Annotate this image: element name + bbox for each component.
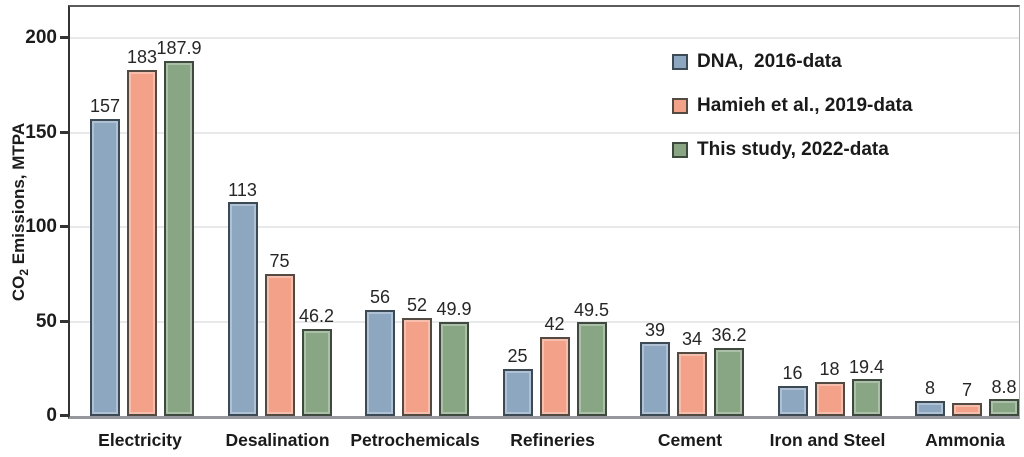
bar: 113 xyxy=(227,180,258,416)
legend-item: DNA, 2016-data xyxy=(672,50,912,74)
bar: 8.8 xyxy=(989,377,1019,416)
bar-value-label: 19.4 xyxy=(848,356,885,377)
gridline xyxy=(70,131,1019,134)
legend-swatch xyxy=(672,142,688,158)
bar-group: 25 42 49.5 xyxy=(502,300,609,416)
bar-value-label: 113 xyxy=(228,179,257,200)
bar: 49.9 xyxy=(436,299,472,416)
gridline xyxy=(70,320,1019,323)
category-labels: Electricity Desalination Petrochemicals Ref… xyxy=(88,430,1017,451)
category-label: Electricity xyxy=(88,430,192,451)
category-label-text: Desalination xyxy=(225,430,330,450)
category-label: Petrochemicals xyxy=(350,430,479,451)
legend-item: This study, 2022-data xyxy=(672,138,912,162)
bar: 187.9 xyxy=(156,38,202,416)
y-axis-tick xyxy=(60,130,68,134)
legend-label: Hamieh et al., 2019-data xyxy=(697,95,913,116)
bar-group: 16 18 19.4 xyxy=(777,357,884,416)
y-tick-label: 50 xyxy=(35,310,57,332)
bar-group: 56 52 49.9 xyxy=(365,288,472,416)
category-label: Refineries xyxy=(501,430,605,451)
gridline xyxy=(70,226,1019,228)
bar: 25 xyxy=(502,346,533,416)
bar-value-label: 75 xyxy=(269,251,290,272)
bar-group: 113 75 46.2 xyxy=(227,180,334,416)
y-axis-tick xyxy=(60,414,68,417)
legend-item: Hamieh et al., 2019-data xyxy=(672,94,912,118)
bar: 18 xyxy=(814,359,845,416)
y-axis-tick xyxy=(60,319,68,323)
category-label-text: Iron and Steel xyxy=(769,430,886,450)
bar-value-label: 56 xyxy=(369,287,391,308)
bar-value-label: 52 xyxy=(406,294,428,315)
category-label-text: Ammonia xyxy=(925,430,1005,450)
bar: 36.2 xyxy=(711,325,747,416)
bar-group: 157 183 187.9 xyxy=(90,38,202,416)
bar-value-label: 25 xyxy=(507,345,528,366)
y-axis-tick xyxy=(60,36,68,39)
bar-value-label: 16 xyxy=(782,362,803,383)
bar: 157 xyxy=(90,97,120,416)
bar: 49.5 xyxy=(574,300,609,416)
legend-label: DNA, 2016-data xyxy=(697,51,842,72)
bar-value-label: 34 xyxy=(681,328,703,349)
bar-groups: 157 183 187.9 113 75 46.2 56 52 49.9 25 42 49.5 39 34… xyxy=(70,7,1019,416)
gridlines xyxy=(70,7,1019,416)
category-label: Ammonia xyxy=(913,430,1017,451)
bar: 8 xyxy=(915,378,945,416)
bar-value-label: 157 xyxy=(89,96,121,117)
bar-value-label: 49.9 xyxy=(436,298,472,319)
bar-group: 39 34 36.2 xyxy=(640,320,747,416)
bar: 183 xyxy=(127,48,157,416)
bar: 16 xyxy=(777,363,808,416)
bar: 52 xyxy=(402,295,432,416)
y-tick-label: 100 xyxy=(25,216,57,237)
category-label-text: Refineries xyxy=(510,430,595,450)
gridline xyxy=(70,37,1019,39)
legend-label: This study, 2022-data xyxy=(697,139,889,160)
bar-value-label: 8 xyxy=(924,378,936,399)
category-label-text: Petrochemicals xyxy=(350,430,480,450)
plot-area: 157 183 187.9 113 75 46.2 56 52 49.9 25 42 49.5 39 34… xyxy=(68,5,1020,419)
y-axis-tick xyxy=(60,225,68,228)
bar-value-label: 187.9 xyxy=(156,38,202,59)
y-tick-labels: 0 50 100 150 200 xyxy=(0,7,57,426)
bar-value-label: 8.8 xyxy=(991,376,1017,397)
bar: 19.4 xyxy=(849,357,884,416)
bar-value-label: 42 xyxy=(544,313,565,334)
bar-value-label: 46.2 xyxy=(298,305,335,326)
y-tick-label: 0 xyxy=(46,405,57,426)
y-tick-label: 200 xyxy=(25,27,57,48)
legend-swatch xyxy=(672,54,688,70)
legend: DNA, 2016-data Hamieh et al., 2019-data Th… xyxy=(672,50,912,182)
legend-swatch xyxy=(672,98,688,114)
y-tick-label: 150 xyxy=(25,121,57,143)
category-label-text: Electricity xyxy=(98,430,182,450)
bar: 42 xyxy=(539,314,570,416)
bar: 75 xyxy=(264,252,295,416)
category-label: Iron and Steel xyxy=(770,430,886,451)
bar: 7 xyxy=(952,380,982,416)
bar-value-label: 49.5 xyxy=(573,299,610,320)
bar-value-label: 18 xyxy=(819,359,840,380)
bar-value-label: 183 xyxy=(126,47,158,68)
bar-group: 8 7 8.8 xyxy=(915,377,1019,416)
bar-value-label: 36.2 xyxy=(711,324,747,345)
category-label-text: Cement xyxy=(657,430,723,450)
bar-value-label: 39 xyxy=(644,319,666,340)
bar: 34 xyxy=(677,329,707,416)
bar: 46.2 xyxy=(299,306,334,416)
y-tick-marks xyxy=(60,7,68,417)
bar-value-label: 7 xyxy=(961,379,973,400)
bar: 39 xyxy=(640,320,670,416)
category-label: Desalination xyxy=(225,430,330,451)
bar: 56 xyxy=(365,288,395,416)
category-label: Cement xyxy=(638,430,742,451)
